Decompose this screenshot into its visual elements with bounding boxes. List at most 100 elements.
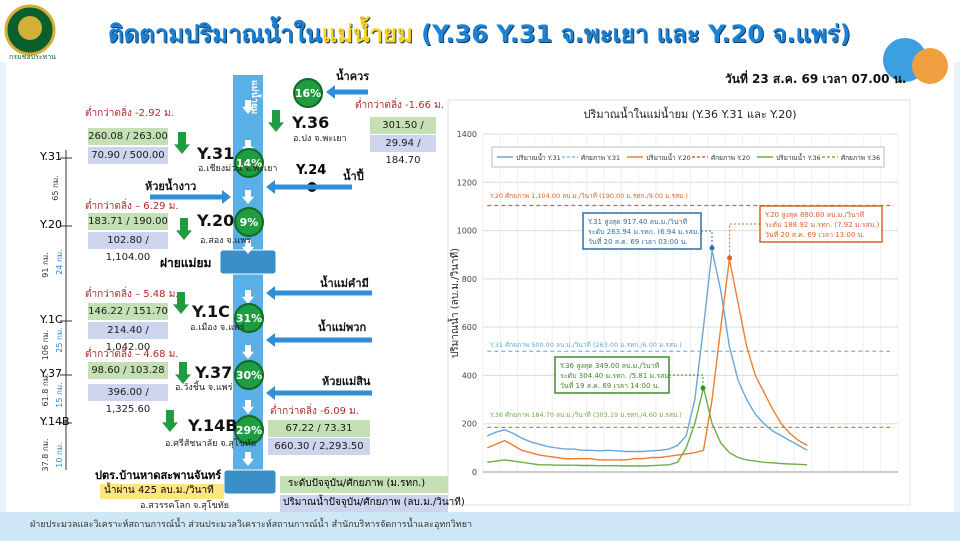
percent-circle (234, 360, 264, 390)
percent-circle (234, 207, 264, 237)
distance-label: 24 กม. (55, 249, 64, 274)
percent-circle (234, 415, 264, 445)
diagram: แม่น้ำยม 16% 14% 9% 31% 30% 29% 65 กม. 91 กม. 24 … (41, 75, 448, 512)
distance-station: Y.14B (40, 415, 70, 428)
down-arrow (242, 190, 254, 204)
footer: ฝ่ายประมวลและวิเคราะห์สถานการณ์น้ำ ส่วนป… (30, 520, 473, 530)
level-box: 146.22 / 151.70 (88, 303, 168, 320)
date: วันที่ 23 ส.ค. 69 เวลา 07.00 น. (725, 72, 907, 86)
distance-station: Y.20 (40, 218, 62, 231)
weir-label: ฝายแม่ยม (160, 256, 212, 270)
down-arrow (242, 140, 254, 154)
station-location: อ.วังชิ้น จ.แพร่ (175, 383, 233, 393)
distance-label: 25 กม. (55, 327, 64, 352)
logo-emblem (18, 16, 42, 40)
flow-box: 29.94 / 184.70 (370, 135, 436, 166)
level-box: 98.60 / 103.28 (88, 362, 168, 379)
bank-level: ต่ำกว่าตลิ่ง -2.92 ม. (85, 108, 174, 119)
distance-station: Y.37 (40, 367, 62, 380)
percent-label: 9% (240, 216, 259, 229)
down-arrow (242, 452, 254, 466)
station-id: Y.14B (188, 416, 238, 435)
distance-label: 91 กม. (41, 252, 50, 277)
station-id: Y.37 (195, 363, 233, 382)
level-box: 67.22 / 73.31 (268, 420, 370, 437)
station-id: Y.31 (197, 144, 235, 163)
distance-label: 10 กม. (55, 442, 64, 467)
tributary-label: ห้วยแม่สิน (322, 375, 371, 388)
tributary-label: ห้วยน้ำงาว (145, 180, 197, 193)
bank-level: ต่ำกว่าตลิ่ง -1.66 ม. (355, 100, 444, 111)
down-arrow (268, 110, 284, 132)
logo-text: กรมชลประทาน (9, 53, 56, 61)
flow-box: 660.30 / 2,293.50 (268, 438, 370, 455)
station-location: อ.ศรีสัชนาลัย จ.สุโขทัย (165, 439, 257, 449)
distance-label: 106 กม. (41, 330, 50, 360)
tributary-arrow-head (326, 85, 335, 99)
title-suffix: (Y.36 Y.31 จ.พะเยา และ Y.20 จ.แพร่) (421, 20, 851, 48)
mascot (912, 48, 948, 84)
distance-station: Y.31 (40, 150, 62, 163)
tributary-label: น้ำปี้ (343, 170, 364, 183)
station-location: อ.สอง จ.แพร่ (200, 236, 252, 246)
tributary-label: น้ำแม่พวก (318, 321, 367, 334)
legend-level: ระดับปัจจุบัน/ศักยภาพ (ม.รทก.) (288, 478, 426, 489)
distance-label: 65 กม. (51, 175, 60, 200)
flow-box: 70.90 / 500.00 (88, 147, 168, 164)
station-id: Y.1C (192, 302, 230, 321)
percent-circle (234, 148, 264, 178)
gate-name: ปตร.บ้านหาดสะพานจันทร์ (95, 469, 222, 482)
tributary-arrow-head (222, 190, 231, 204)
percent-label: 30% (236, 369, 262, 382)
legend-level-box (280, 476, 448, 493)
level-box: 260.08 / 263.00 (88, 128, 168, 145)
gate-flow-box (100, 484, 224, 499)
header-band (0, 0, 960, 62)
distance-label: 61.8 กม. (41, 373, 50, 406)
percent-label: 14% (236, 157, 262, 170)
river (233, 75, 263, 475)
down-arrow (173, 292, 189, 314)
percent-circle (293, 78, 323, 108)
legend-flow: ปริมาณน้ำปัจจุบัน/ศักยภาพ (ลบ.ม./วินาที) (283, 497, 465, 508)
down-arrow (242, 345, 254, 359)
page-title: ติดตามปริมาณน้ำในแม่น้ำยม (Y.36 Y.31 จ.พ… (108, 20, 851, 49)
down-arrow (242, 240, 254, 254)
tributary-arrow-head (266, 286, 275, 300)
station-location: อ.ปง จ.พะเยา (293, 134, 347, 144)
station-id: Y.36 (292, 113, 330, 132)
gate-location: อ.สวรรคโลก จ.สุโขทัย (140, 501, 229, 511)
legend-flow-box (280, 495, 448, 512)
flow-box: 102.80 / 1,104.00 (88, 232, 168, 263)
down-arrow (242, 100, 254, 114)
station-location: อ.เชียงม่วน จ.พะเยา (198, 164, 278, 174)
bank-level: ต่ำกว่าตลิ่ง – 6.29 ม. (85, 201, 179, 212)
distance-label: 37.8 กม. (41, 438, 50, 471)
gate-icon (223, 469, 277, 495)
percent-label: 29% (236, 424, 262, 437)
flow-box: 214.40 / 1,042.00 (88, 322, 168, 353)
level-box: 301.50 / 303.19 (370, 117, 436, 148)
percent-circle (234, 303, 264, 333)
tributary-arrow-head (266, 180, 275, 194)
tributary-arrow-head (266, 333, 275, 347)
down-arrow (174, 132, 190, 154)
down-arrow (242, 290, 254, 304)
level-box: 183.71 / 190.00 (88, 213, 168, 230)
distance-label: 15 กม. (55, 382, 64, 407)
bank-level: ต่ำกว่าตลิ่ง – 4.68 ม. (85, 349, 179, 360)
station-id: Y.20 (197, 211, 235, 230)
station-id: Y.24 (296, 163, 327, 178)
percent-label: 16% (295, 87, 321, 100)
percent-label: 31% (236, 312, 262, 325)
footer-band (0, 512, 960, 541)
down-arrow (176, 218, 192, 240)
flow-box: 396.00 / 1,325.60 (88, 384, 168, 415)
down-arrow (175, 362, 191, 384)
down-arrow (162, 410, 178, 432)
gate-flow: น้ำผ่าน 425 ลบ.ม./วินาที (104, 485, 214, 496)
tributary-label: น้ำแม่คำมี (320, 277, 369, 290)
down-arrow (242, 400, 254, 414)
title-prefix: ติดตามปริมาณน้ำใน (108, 20, 322, 48)
